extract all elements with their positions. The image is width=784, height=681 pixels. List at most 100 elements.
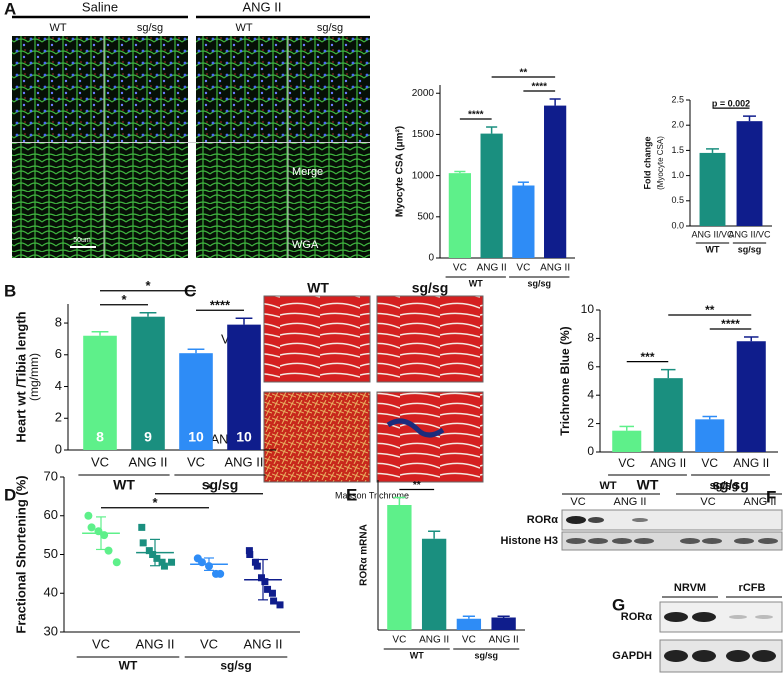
group-label: rCFB <box>739 582 766 594</box>
y-tick-label: 2 <box>587 416 594 430</box>
y-axis-label: Trichrome Blue (%) <box>558 326 572 435</box>
data-point <box>245 547 253 555</box>
x-tick-label: ANG II <box>135 636 174 651</box>
y-axis-sublabel: (Myocyte CSA) <box>656 136 665 190</box>
data-point <box>104 546 113 555</box>
lane-label: VC <box>570 496 585 508</box>
x-tick-label: VC <box>462 635 476 646</box>
band <box>664 612 688 622</box>
bar <box>491 617 516 630</box>
x-tick-label: VC <box>453 263 467 274</box>
x-tick-label: ANG II <box>419 635 449 646</box>
treatment-label: Saline <box>82 0 118 14</box>
x-tick-label: ANG II <box>224 454 263 469</box>
y-tick-label: 2.5 <box>671 94 684 104</box>
x-tick-label: ANG II <box>733 456 769 470</box>
micrograph <box>196 36 370 142</box>
western-blot: NRVM rCFB RORα GAPDH <box>612 582 783 673</box>
trichrome-panel: WT sg/sg VC ANG II Masson Trichrome <box>210 280 484 500</box>
band <box>692 612 716 622</box>
data-point <box>261 578 269 586</box>
bar <box>421 538 447 630</box>
x-tick-label: VC <box>392 635 406 646</box>
panel-label: E <box>346 485 357 504</box>
significance-label: p = 0.002 <box>712 99 750 109</box>
x-tick-label: ANG II <box>128 454 167 469</box>
data-point <box>160 562 168 570</box>
genotype-label: sg/sg <box>137 22 163 34</box>
data-point <box>145 547 153 555</box>
lane-label: ANG II <box>613 496 646 508</box>
y-tick-label: 70 <box>44 468 58 483</box>
scale-bar-label: 50um <box>73 237 91 244</box>
bar <box>179 353 213 450</box>
data-point <box>268 589 276 597</box>
significance-label: **** <box>210 298 231 313</box>
genotype-label: WT <box>599 480 616 492</box>
group-label: WT <box>706 245 720 255</box>
data-point <box>139 539 147 547</box>
y-axis-sublabel: (mg/mm) <box>27 353 41 401</box>
significance-label: **** <box>721 317 740 331</box>
y-tick-label: 500 <box>417 211 434 222</box>
significance-label: ** <box>413 480 421 491</box>
group-label: WT <box>113 477 135 493</box>
band <box>566 516 586 524</box>
bar <box>736 121 763 226</box>
y-tick-label: 30 <box>44 623 58 638</box>
x-tick-label: VC <box>618 456 635 470</box>
x-tick-label: VC <box>516 263 530 274</box>
y-tick-label: 0.5 <box>671 195 684 205</box>
x-tick-label: VC <box>200 636 218 651</box>
y-tick-label: 1.0 <box>671 170 684 180</box>
group-label: WT <box>469 279 483 289</box>
loading-bands <box>664 650 776 662</box>
y-tick-label: 2.0 <box>671 120 684 130</box>
data-point <box>270 597 278 605</box>
histology-image <box>376 295 484 383</box>
genotype-label: sg/sg <box>317 22 343 34</box>
data-point <box>216 569 225 578</box>
data-point <box>276 601 284 609</box>
bar <box>456 618 482 630</box>
y-tick-label: 4 <box>587 387 594 401</box>
y-tick-label: 0 <box>55 441 62 456</box>
y-tick-label: 8 <box>55 314 62 329</box>
band <box>755 615 773 619</box>
data-point <box>87 523 96 532</box>
fibrosis-stain <box>386 418 445 438</box>
bar <box>544 105 567 258</box>
bar <box>695 419 725 452</box>
data-point <box>84 511 93 520</box>
significance-label: * <box>121 292 127 307</box>
panel-label: B <box>4 281 16 300</box>
micrograph <box>12 143 188 258</box>
bar-label: 10 <box>188 429 204 445</box>
y-tick-label: 8 <box>587 331 594 345</box>
x-tick-label: ANG II <box>477 263 507 274</box>
band <box>632 518 648 522</box>
micrograph <box>12 36 188 142</box>
x-tick-label: VC <box>187 454 205 469</box>
data-point <box>138 523 146 531</box>
column-label: WT <box>307 280 329 296</box>
panel-label: G <box>612 595 625 614</box>
data-point <box>251 558 259 566</box>
bar <box>699 152 726 226</box>
data-point <box>168 558 176 566</box>
lane-label: VC <box>700 496 715 508</box>
blot-strip <box>561 531 783 551</box>
bar <box>83 335 117 450</box>
genotype-label: WT <box>235 22 252 34</box>
significance-label: **** <box>468 110 484 121</box>
y-axis-label: Myocyte CSA (μm²) <box>395 126 406 217</box>
y-tick-label: 0 <box>587 444 594 458</box>
group-label: NRVM <box>674 582 706 594</box>
bar-label: 10 <box>236 429 252 445</box>
group-label: sg/sg <box>220 659 251 673</box>
y-tick-label: 1.5 <box>671 145 684 155</box>
row-label: RORα <box>621 611 652 623</box>
y-tick-label: 0 <box>428 253 434 264</box>
band <box>729 615 747 619</box>
data-point <box>198 558 206 567</box>
